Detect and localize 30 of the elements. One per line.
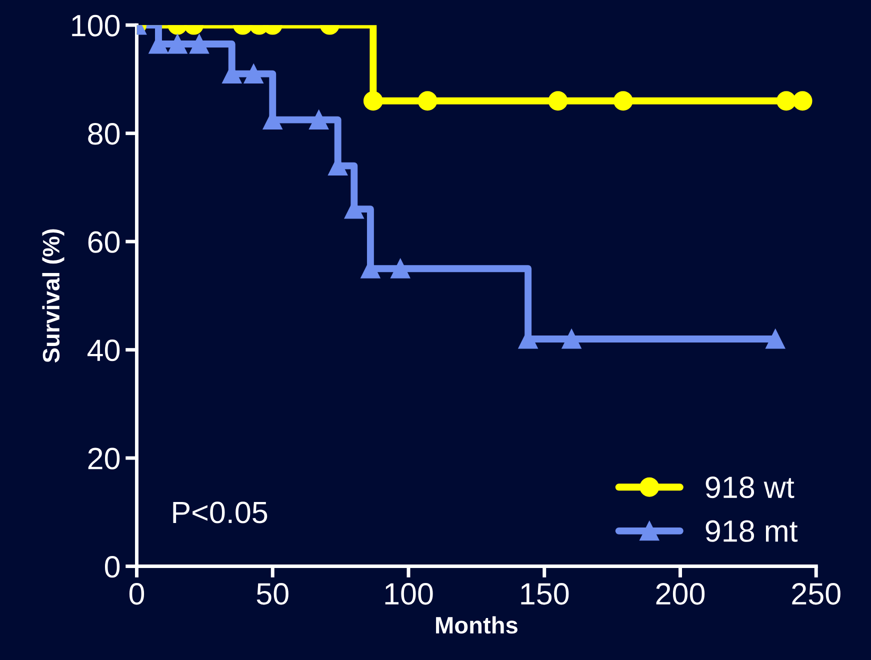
point <box>792 91 812 111</box>
point <box>562 329 582 349</box>
y-tick-label: 20 <box>88 448 120 470</box>
point <box>309 110 329 130</box>
y-tick-label: 40 <box>87 340 120 362</box>
point <box>766 329 786 349</box>
y-tick-label: 60 <box>88 231 120 253</box>
point <box>776 91 796 111</box>
point <box>548 91 568 111</box>
point <box>613 91 633 111</box>
point <box>390 258 410 278</box>
y-tick-label: 80 <box>88 123 120 145</box>
x-tick-label: 200 <box>656 583 705 605</box>
x-tick-label: 250 <box>792 583 840 605</box>
y-axis-title: Survival (%) <box>42 229 64 363</box>
x-tick-label: 0 <box>129 583 144 605</box>
x-axis-title: Months <box>436 616 518 634</box>
y-tick-label: 0 <box>104 556 120 578</box>
x-tick-label: 150 <box>521 583 569 605</box>
annotation: P<0.05 <box>173 502 268 524</box>
legend-label: 918 wt <box>706 476 794 498</box>
x-tick-label: 50 <box>256 583 288 605</box>
legend-label: 918 mt <box>706 520 798 542</box>
y-tick-label: 100 <box>72 14 120 36</box>
point <box>168 34 188 54</box>
x-tick-label: 100 <box>385 583 433 605</box>
point <box>244 64 264 84</box>
point <box>363 91 383 111</box>
point <box>418 91 438 111</box>
point <box>190 34 209 54</box>
